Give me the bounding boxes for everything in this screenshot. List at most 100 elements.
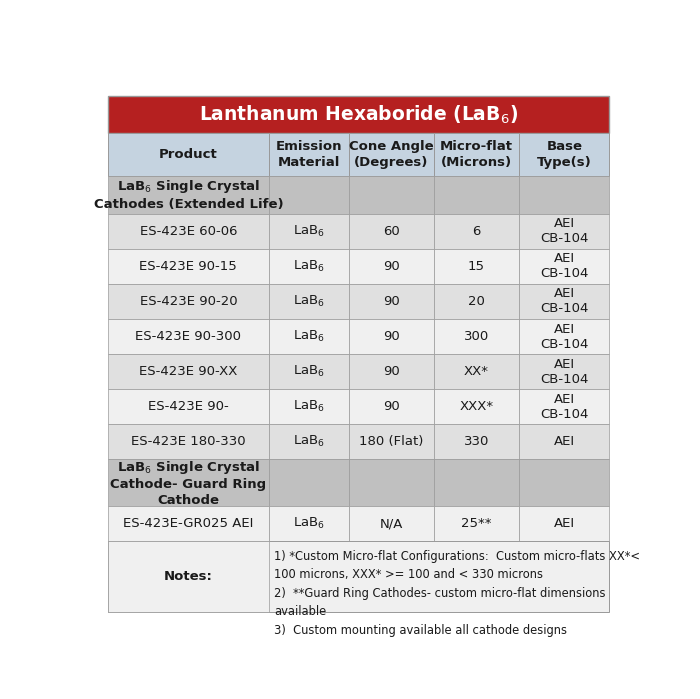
Bar xyxy=(434,424,519,459)
Text: 20: 20 xyxy=(468,295,485,308)
Bar xyxy=(519,249,610,284)
Bar xyxy=(108,541,610,612)
Text: LaB$_6$: LaB$_6$ xyxy=(293,364,325,379)
Text: 15: 15 xyxy=(468,260,485,273)
Text: ES-423E 90-15: ES-423E 90-15 xyxy=(139,260,237,273)
Bar xyxy=(108,319,269,354)
Bar xyxy=(349,389,434,424)
Bar xyxy=(108,541,269,612)
Bar xyxy=(434,354,519,389)
Text: 90: 90 xyxy=(383,260,400,273)
Text: Emission
Material: Emission Material xyxy=(275,140,342,169)
Bar xyxy=(269,176,349,213)
Bar xyxy=(269,424,349,459)
Bar xyxy=(519,506,610,541)
Text: AEI
CB-104: AEI CB-104 xyxy=(540,217,589,245)
Bar xyxy=(349,249,434,284)
Bar xyxy=(108,96,610,134)
Bar xyxy=(108,134,269,176)
Text: AEI
CB-104: AEI CB-104 xyxy=(540,393,589,421)
Bar xyxy=(349,134,434,176)
Bar xyxy=(269,354,349,389)
Bar xyxy=(269,506,349,541)
Bar xyxy=(108,459,269,506)
Text: N/A: N/A xyxy=(379,517,403,530)
Bar xyxy=(108,424,269,459)
Bar xyxy=(269,249,349,284)
Bar xyxy=(434,284,519,319)
Bar xyxy=(519,459,610,506)
Bar xyxy=(434,506,519,541)
Text: XXX*: XXX* xyxy=(459,401,494,413)
Bar xyxy=(519,319,610,354)
Text: AEI
CB-104: AEI CB-104 xyxy=(540,287,589,315)
Text: 90: 90 xyxy=(383,295,400,308)
Bar xyxy=(269,213,349,249)
Bar xyxy=(434,249,519,284)
Bar xyxy=(434,459,519,506)
Bar xyxy=(434,319,519,354)
Text: LaB$_6$: LaB$_6$ xyxy=(293,399,325,415)
Text: ES-423E 90-: ES-423E 90- xyxy=(148,401,229,413)
Text: Notes:: Notes: xyxy=(164,570,213,583)
Text: ES-423E 90-XX: ES-423E 90-XX xyxy=(139,365,237,378)
Bar xyxy=(519,284,610,319)
Text: ES-423E 60-06: ES-423E 60-06 xyxy=(139,224,237,238)
Text: ES-423E 180-330: ES-423E 180-330 xyxy=(131,435,246,449)
Text: 1) *Custom Micro-flat Configurations:  Custom micro-flats XX*<
100 microns, XXX*: 1) *Custom Micro-flat Configurations: Cu… xyxy=(274,549,640,637)
Text: 60: 60 xyxy=(383,224,400,238)
Text: 90: 90 xyxy=(383,365,400,378)
Text: XX*: XX* xyxy=(464,365,489,378)
Text: LaB$_6$: LaB$_6$ xyxy=(293,329,325,344)
Text: ES-423E-GR025 AEI: ES-423E-GR025 AEI xyxy=(123,517,253,530)
Text: 90: 90 xyxy=(383,401,400,413)
Bar xyxy=(349,354,434,389)
Bar xyxy=(269,284,349,319)
Text: 330: 330 xyxy=(464,435,489,449)
Text: 180 (Flat): 180 (Flat) xyxy=(359,435,424,449)
Text: 300: 300 xyxy=(464,330,489,343)
Bar xyxy=(349,506,434,541)
Bar xyxy=(349,213,434,249)
Bar xyxy=(108,176,269,213)
Bar xyxy=(519,134,610,176)
Bar xyxy=(269,459,349,506)
Text: AEI: AEI xyxy=(554,517,575,530)
Text: 90: 90 xyxy=(383,330,400,343)
Text: LaB$_6$ Single Crystal
Cathode- Guard Ring
Cathode: LaB$_6$ Single Crystal Cathode- Guard Ri… xyxy=(111,459,267,507)
Bar xyxy=(349,176,434,213)
Text: ES-423E 90-300: ES-423E 90-300 xyxy=(135,330,241,343)
Text: AEI
CB-104: AEI CB-104 xyxy=(540,358,589,386)
Text: Product: Product xyxy=(159,148,218,161)
Text: Base
Type(s): Base Type(s) xyxy=(537,140,592,169)
Bar xyxy=(519,176,610,213)
Text: ES-423E 90-20: ES-423E 90-20 xyxy=(139,295,237,308)
Text: AEI: AEI xyxy=(554,435,575,449)
Text: Micro-flat
(Microns): Micro-flat (Microns) xyxy=(440,140,513,169)
Bar xyxy=(519,213,610,249)
Bar xyxy=(108,249,269,284)
Bar xyxy=(269,319,349,354)
Bar xyxy=(349,424,434,459)
Bar xyxy=(108,284,269,319)
Bar xyxy=(349,284,434,319)
Text: AEI
CB-104: AEI CB-104 xyxy=(540,252,589,280)
Bar xyxy=(434,389,519,424)
Text: 6: 6 xyxy=(473,224,481,238)
Text: Cone Angle
(Degrees): Cone Angle (Degrees) xyxy=(349,140,433,169)
Bar xyxy=(434,134,519,176)
Text: LaB$_6$: LaB$_6$ xyxy=(293,294,325,309)
Bar xyxy=(108,506,269,541)
Bar xyxy=(349,459,434,506)
Text: Lanthanum Hexaboride (LaB$_6$): Lanthanum Hexaboride (LaB$_6$) xyxy=(199,103,518,126)
Text: LaB$_6$: LaB$_6$ xyxy=(293,434,325,449)
Bar xyxy=(269,389,349,424)
Text: LaB$_6$: LaB$_6$ xyxy=(293,516,325,531)
Bar xyxy=(108,354,269,389)
Bar xyxy=(519,389,610,424)
Bar xyxy=(108,389,269,424)
Bar xyxy=(108,213,269,249)
Bar xyxy=(349,319,434,354)
Bar xyxy=(269,134,349,176)
Text: AEI
CB-104: AEI CB-104 xyxy=(540,322,589,350)
